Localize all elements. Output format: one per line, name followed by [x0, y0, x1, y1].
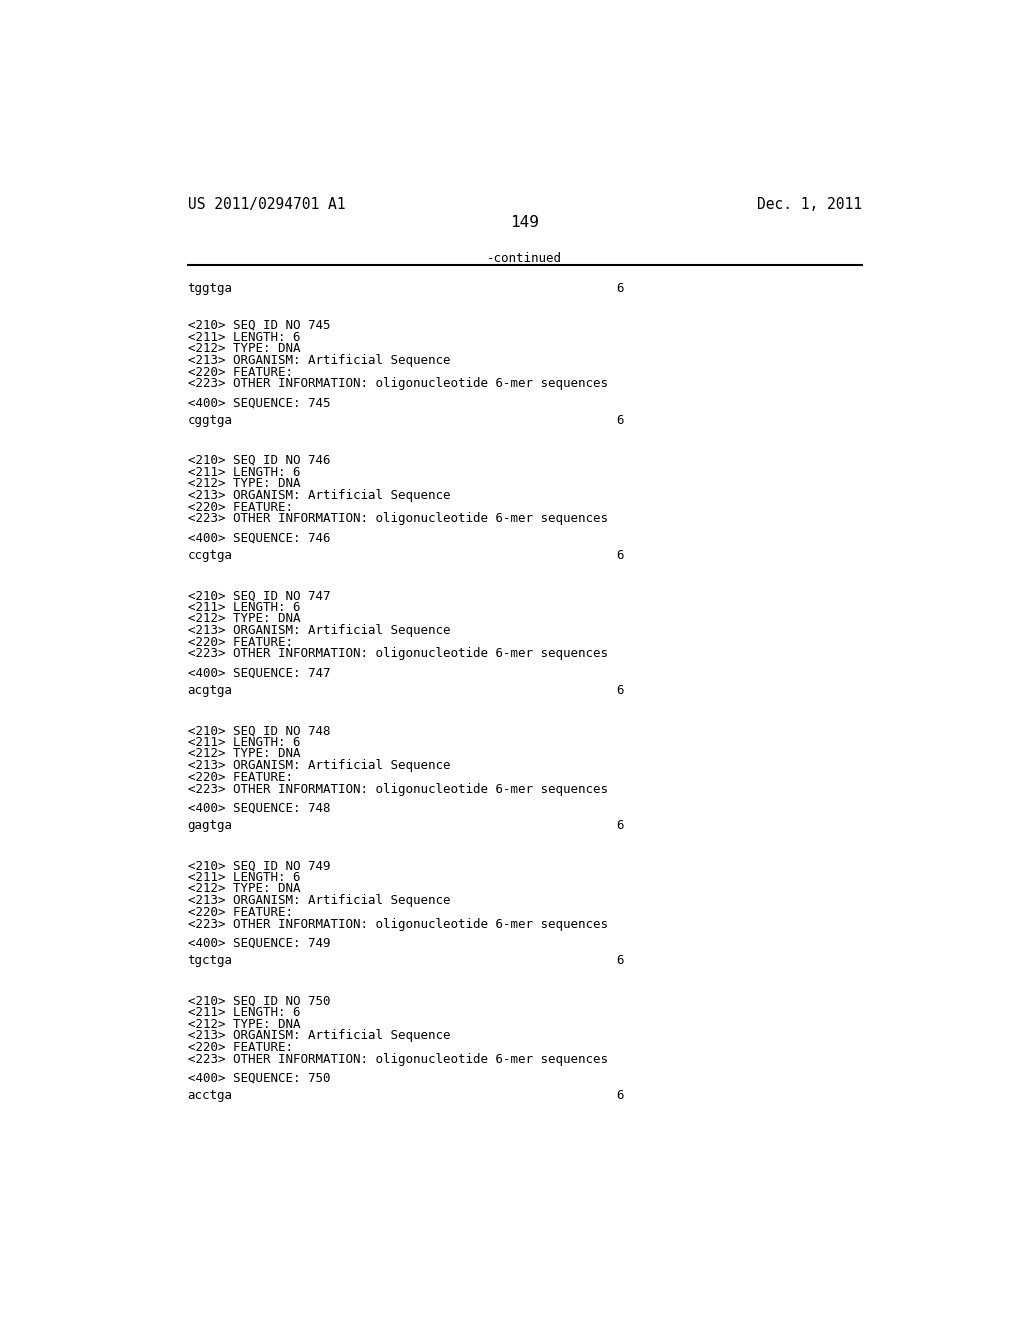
Text: <211> LENGTH: 6: <211> LENGTH: 6	[187, 331, 300, 343]
Text: <213> ORGANISM: Artificial Sequence: <213> ORGANISM: Artificial Sequence	[187, 894, 450, 907]
Text: <212> TYPE: DNA: <212> TYPE: DNA	[187, 612, 300, 626]
Text: cggtga: cggtga	[187, 413, 232, 426]
Text: Dec. 1, 2011: Dec. 1, 2011	[757, 197, 862, 213]
Text: <212> TYPE: DNA: <212> TYPE: DNA	[187, 1018, 300, 1031]
Text: <223> OTHER INFORMATION: oligonucleotide 6-mer sequences: <223> OTHER INFORMATION: oligonucleotide…	[187, 512, 607, 525]
Text: <213> ORGANISM: Artificial Sequence: <213> ORGANISM: Artificial Sequence	[187, 1030, 450, 1043]
Text: <211> LENGTH: 6: <211> LENGTH: 6	[187, 871, 300, 884]
Text: <210> SEQ ID NO 746: <210> SEQ ID NO 746	[187, 454, 330, 467]
Text: <211> LENGTH: 6: <211> LENGTH: 6	[187, 466, 300, 479]
Text: tggtga: tggtga	[187, 282, 232, 296]
Text: <223> OTHER INFORMATION: oligonucleotide 6-mer sequences: <223> OTHER INFORMATION: oligonucleotide…	[187, 378, 607, 391]
Text: <220> FEATURE:: <220> FEATURE:	[187, 1041, 293, 1053]
Text: <210> SEQ ID NO 745: <210> SEQ ID NO 745	[187, 319, 330, 333]
Text: <400> SEQUENCE: 749: <400> SEQUENCE: 749	[187, 936, 330, 949]
Text: <213> ORGANISM: Artificial Sequence: <213> ORGANISM: Artificial Sequence	[187, 759, 450, 772]
Text: <210> SEQ ID NO 749: <210> SEQ ID NO 749	[187, 859, 330, 873]
Text: <400> SEQUENCE: 748: <400> SEQUENCE: 748	[187, 801, 330, 814]
Text: <220> FEATURE:: <220> FEATURE:	[187, 906, 293, 919]
Text: <223> OTHER INFORMATION: oligonucleotide 6-mer sequences: <223> OTHER INFORMATION: oligonucleotide…	[187, 648, 607, 660]
Text: <400> SEQUENCE: 745: <400> SEQUENCE: 745	[187, 396, 330, 409]
Text: <223> OTHER INFORMATION: oligonucleotide 6-mer sequences: <223> OTHER INFORMATION: oligonucleotide…	[187, 783, 607, 796]
Text: gagtga: gagtga	[187, 818, 232, 832]
Text: <223> OTHER INFORMATION: oligonucleotide 6-mer sequences: <223> OTHER INFORMATION: oligonucleotide…	[187, 1052, 607, 1065]
Text: acctga: acctga	[187, 1089, 232, 1102]
Text: 149: 149	[510, 215, 540, 230]
Text: <400> SEQUENCE: 747: <400> SEQUENCE: 747	[187, 667, 330, 680]
Text: -continued: -continued	[487, 252, 562, 265]
Text: <220> FEATURE:: <220> FEATURE:	[187, 366, 293, 379]
Text: <211> LENGTH: 6: <211> LENGTH: 6	[187, 1006, 300, 1019]
Text: <400> SEQUENCE: 746: <400> SEQUENCE: 746	[187, 531, 330, 544]
Text: <220> FEATURE:: <220> FEATURE:	[187, 771, 293, 784]
Text: <212> TYPE: DNA: <212> TYPE: DNA	[187, 883, 300, 895]
Text: <210> SEQ ID NO 750: <210> SEQ ID NO 750	[187, 994, 330, 1007]
Text: <212> TYPE: DNA: <212> TYPE: DNA	[187, 747, 300, 760]
Text: 6: 6	[616, 1089, 624, 1102]
Text: 6: 6	[616, 954, 624, 966]
Text: <213> ORGANISM: Artificial Sequence: <213> ORGANISM: Artificial Sequence	[187, 624, 450, 638]
Text: <213> ORGANISM: Artificial Sequence: <213> ORGANISM: Artificial Sequence	[187, 354, 450, 367]
Text: 6: 6	[616, 684, 624, 697]
Text: ccgtga: ccgtga	[187, 549, 232, 562]
Text: <211> LENGTH: 6: <211> LENGTH: 6	[187, 735, 300, 748]
Text: <210> SEQ ID NO 747: <210> SEQ ID NO 747	[187, 589, 330, 602]
Text: <213> ORGANISM: Artificial Sequence: <213> ORGANISM: Artificial Sequence	[187, 490, 450, 502]
Text: 6: 6	[616, 413, 624, 426]
Text: <212> TYPE: DNA: <212> TYPE: DNA	[187, 342, 300, 355]
Text: <220> FEATURE:: <220> FEATURE:	[187, 500, 293, 513]
Text: <400> SEQUENCE: 750: <400> SEQUENCE: 750	[187, 1072, 330, 1085]
Text: <220> FEATURE:: <220> FEATURE:	[187, 636, 293, 649]
Text: <212> TYPE: DNA: <212> TYPE: DNA	[187, 478, 300, 491]
Text: 6: 6	[616, 818, 624, 832]
Text: <211> LENGTH: 6: <211> LENGTH: 6	[187, 601, 300, 614]
Text: 6: 6	[616, 282, 624, 296]
Text: acgtga: acgtga	[187, 684, 232, 697]
Text: tgctga: tgctga	[187, 954, 232, 966]
Text: US 2011/0294701 A1: US 2011/0294701 A1	[187, 197, 345, 213]
Text: 6: 6	[616, 549, 624, 562]
Text: <223> OTHER INFORMATION: oligonucleotide 6-mer sequences: <223> OTHER INFORMATION: oligonucleotide…	[187, 917, 607, 931]
Text: <210> SEQ ID NO 748: <210> SEQ ID NO 748	[187, 725, 330, 737]
